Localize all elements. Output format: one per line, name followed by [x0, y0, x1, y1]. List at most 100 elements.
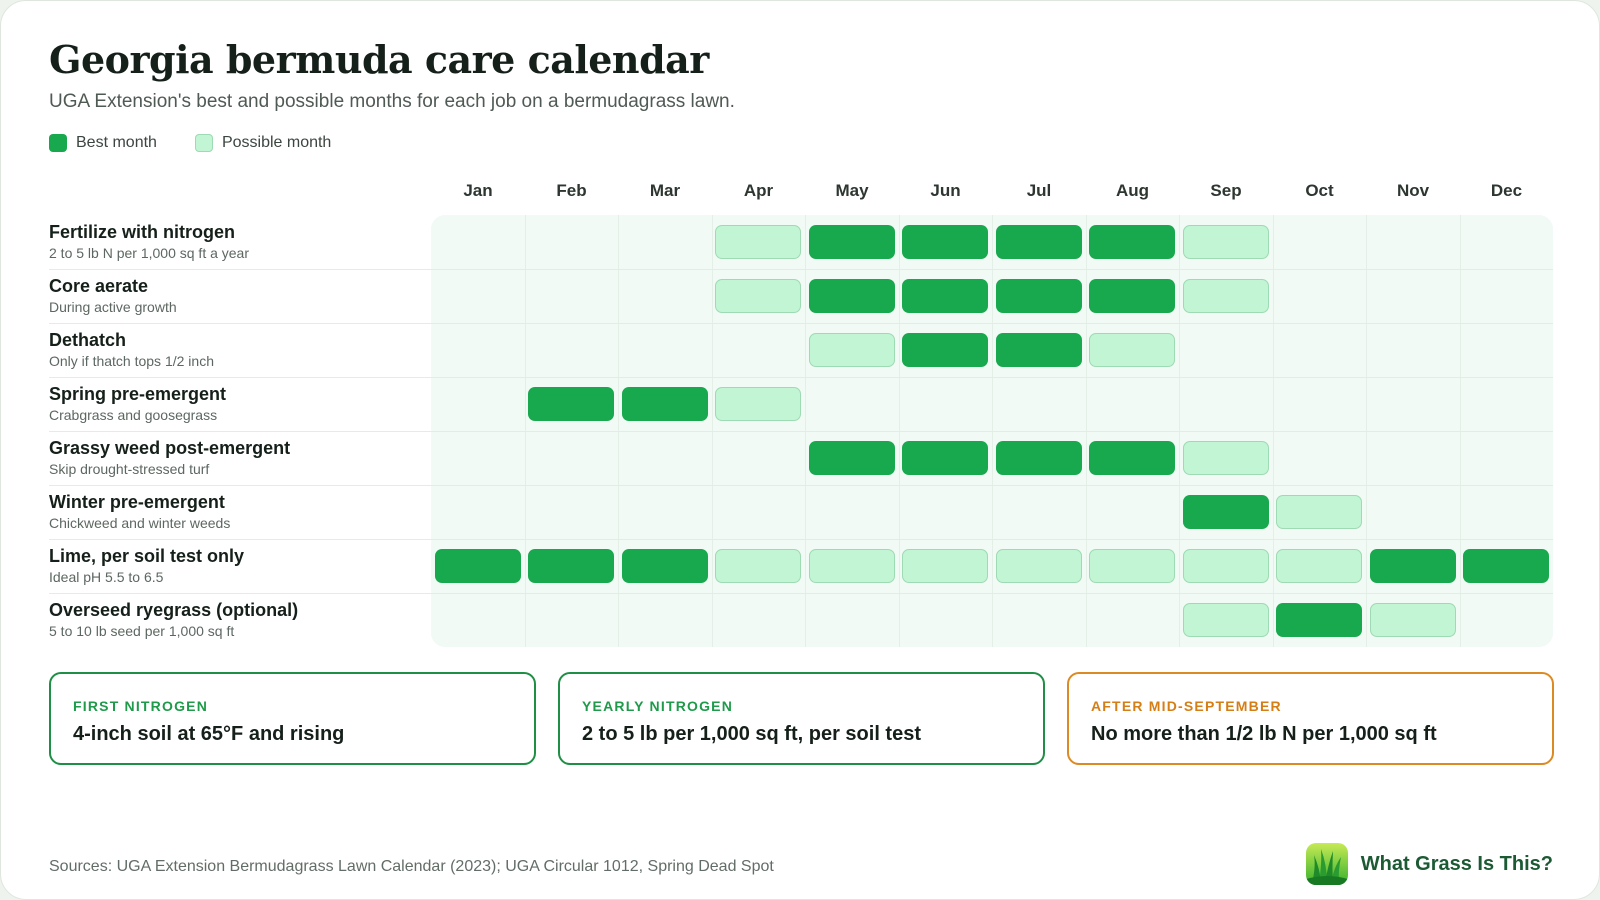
cell-possible-sep	[1182, 279, 1269, 313]
cell-possible-apr	[715, 387, 802, 421]
info-card-label: YEARLY NITROGEN	[582, 698, 734, 714]
task-name: Spring pre-emergent	[49, 384, 227, 404]
month-label-jun: Jun	[930, 181, 961, 200]
cell-possible-may	[808, 549, 895, 583]
cell-best-jul	[995, 441, 1082, 475]
task-note: Crabgrass and goosegrass	[49, 407, 218, 423]
sources-text: Sources: UGA Extension Bermudagrass Lawn…	[49, 858, 774, 875]
cell-best-jun	[902, 279, 989, 313]
cell-best-feb	[528, 387, 615, 421]
task-name: Dethatch	[49, 330, 127, 350]
cell-best-jun	[902, 441, 989, 475]
legend-swatch-possible	[194, 134, 213, 152]
info-card-label: AFTER MID-SEPTEMBER	[1091, 698, 1282, 714]
cell-best-dec	[1463, 549, 1550, 583]
task-label: Fertilize with nitrogen 2 to 5 lb N per 1…	[49, 221, 249, 262]
task-note: Ideal pH 5.5 to 6.5	[49, 569, 164, 585]
info-card: FIRST NITROGEN 4-inch soil at 65°F and ri…	[49, 672, 536, 765]
grass-logo-icon	[1305, 843, 1348, 885]
month-label-aug: Aug	[1115, 181, 1150, 200]
cell-best-nov	[1369, 549, 1456, 583]
legend-item-possible: Possible month	[194, 134, 332, 152]
task-note: 5 to 10 lb seed per 1,000 sq ft	[49, 623, 235, 639]
task-name: Overseed ryegrass (optional)	[49, 600, 299, 620]
row-divider	[49, 431, 1553, 432]
month-label-nov: Nov	[1396, 181, 1430, 200]
cell-best-may	[808, 279, 895, 313]
cell-possible-sep	[1182, 549, 1269, 583]
cell-possible-sep	[1182, 441, 1269, 475]
page-subtitle: UGA Extension's best and possible months…	[49, 91, 735, 112]
info-card: YEARLY NITROGEN 2 to 5 lb per 1,000 sq ft…	[558, 672, 1045, 765]
cell-best-jul	[995, 279, 1082, 313]
cell-possible-apr	[715, 225, 802, 259]
info-card-value: No more than 1/2 lb N per 1,000 sq ft	[1091, 723, 1437, 745]
cell-best-jul	[995, 333, 1082, 367]
month-label-dec: Dec	[1490, 181, 1523, 200]
cell-best-jul	[995, 225, 1082, 259]
info-card-value: 2 to 5 lb per 1,000 sq ft, per soil test	[582, 723, 921, 745]
cell-best-aug	[1089, 441, 1176, 475]
month-label-sep: Sep	[1210, 181, 1242, 200]
task-label: Spring pre-emergent Crabgrass and goosegr…	[49, 383, 226, 424]
legend-swatch-best	[49, 134, 67, 152]
task-name: Core aerate	[49, 276, 149, 296]
task-label: Lime, per soil test only Ideal pH 5.5 to …	[49, 545, 244, 586]
task-name: Winter pre-emergent	[49, 492, 225, 512]
cell-possible-aug	[1089, 333, 1176, 367]
task-name: Lime, per soil test only	[49, 546, 245, 566]
task-name: Fertilize with nitrogen	[49, 222, 236, 242]
row-divider	[49, 593, 1553, 594]
cell-best-jan	[434, 549, 521, 583]
row-divider	[49, 485, 1553, 486]
info-card-value: 4-inch soil at 65°F and rising	[73, 723, 345, 745]
cell-best-jun	[902, 333, 989, 367]
cell-possible-apr	[715, 549, 802, 583]
row-divider	[49, 377, 1553, 378]
task-note: Chickweed and winter weeds	[49, 515, 231, 531]
cell-best-may	[808, 225, 895, 259]
month-label-jan: Jan	[463, 181, 493, 200]
cell-best-sep	[1182, 495, 1269, 529]
cell-best-feb	[528, 549, 615, 583]
task-label: Winter pre-emergent Chickweed and winter …	[49, 491, 230, 532]
row-divider	[49, 269, 1553, 270]
info-card-label: FIRST NITROGEN	[73, 698, 209, 714]
cell-best-mar	[621, 387, 708, 421]
cell-possible-oct	[1276, 495, 1363, 529]
cell-best-aug	[1089, 279, 1176, 313]
cell-best-may	[808, 441, 895, 475]
task-label: Grassy weed post-emergent Skip drought-st…	[49, 437, 290, 478]
legend-label-possible: Possible month	[221, 134, 332, 151]
task-note: 2 to 5 lb N per 1,000 sq ft a year	[49, 245, 250, 261]
cell-possible-jul	[995, 549, 1082, 583]
cell-best-jun	[902, 225, 989, 259]
cell-possible-apr	[715, 279, 802, 313]
cell-possible-oct	[1276, 549, 1363, 583]
cell-best-aug	[1089, 225, 1176, 259]
brand-name: What Grass Is This?	[1360, 852, 1553, 875]
month-label-oct: Oct	[1305, 181, 1334, 200]
info-card: AFTER MID-SEPTEMBER No more than 1/2 lb N…	[1067, 672, 1554, 765]
cell-possible-sep	[1182, 225, 1269, 259]
cell-possible-jun	[902, 549, 989, 583]
month-label-feb: Feb	[556, 181, 587, 200]
cell-best-oct	[1276, 603, 1363, 637]
legend-item-best: Best month	[49, 134, 157, 152]
brand-logo: What Grass Is This?	[1305, 843, 1553, 885]
legend-label-best: Best month	[76, 134, 157, 151]
task-note: Skip drought-stressed turf	[49, 461, 210, 477]
month-label-may: May	[835, 181, 869, 200]
month-label-mar: Mar	[649, 181, 681, 200]
legend: Best month Possible month	[49, 134, 331, 152]
task-note: During active growth	[49, 299, 177, 315]
row-divider	[49, 539, 1553, 540]
cell-best-mar	[621, 549, 708, 583]
task-name: Grassy weed post-emergent	[49, 438, 291, 458]
row-divider	[49, 323, 1553, 324]
task-label: Overseed ryegrass (optional) 5 to 10 lb s…	[49, 599, 298, 640]
task-label: Core aerate During active growth	[49, 275, 177, 316]
cell-possible-may	[808, 333, 895, 367]
cell-possible-sep	[1182, 603, 1269, 637]
